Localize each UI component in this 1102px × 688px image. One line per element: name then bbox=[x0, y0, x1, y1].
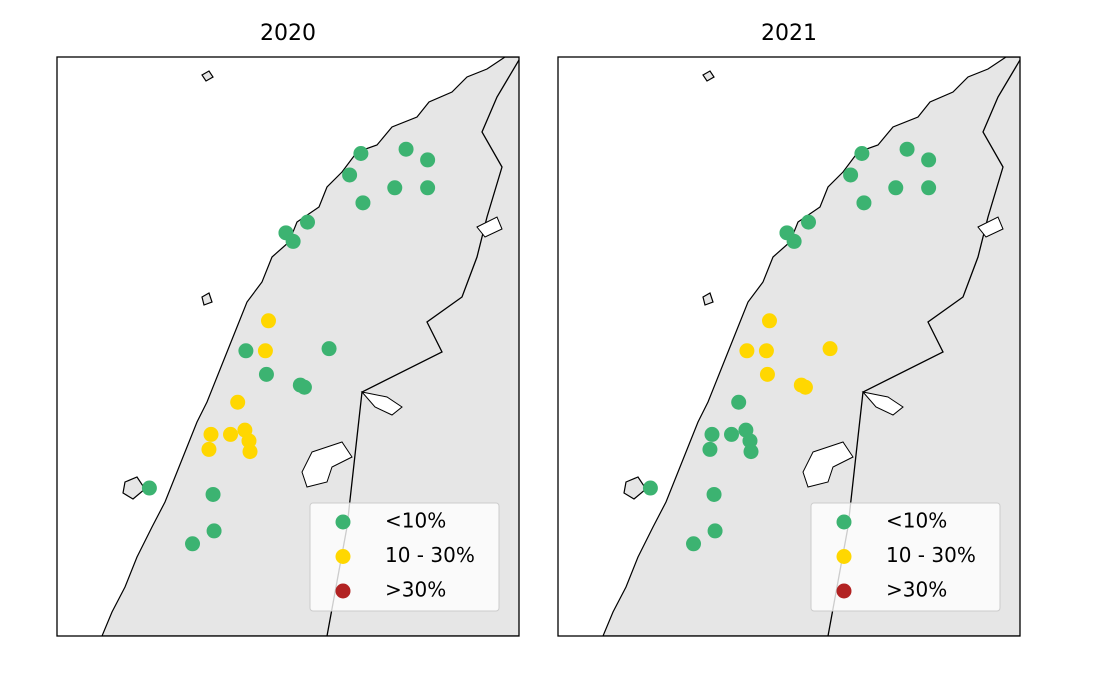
site-marker bbox=[296, 379, 312, 395]
site-marker bbox=[238, 343, 254, 359]
site-marker bbox=[420, 152, 436, 168]
site-marker bbox=[731, 394, 747, 410]
legend-box bbox=[810, 502, 1001, 612]
legend-label: <10% bbox=[886, 509, 947, 533]
legend-label: >30% bbox=[886, 578, 947, 602]
site-marker bbox=[342, 167, 358, 183]
legend-label: 10 - 30% bbox=[886, 543, 976, 567]
legend-swatch bbox=[335, 514, 351, 530]
site-marker bbox=[223, 426, 239, 442]
legend-swatch bbox=[836, 514, 852, 530]
legend: <10% 10 - 30% >30% bbox=[810, 502, 1001, 612]
site-marker bbox=[856, 195, 872, 211]
site-marker bbox=[185, 536, 201, 552]
site-marker bbox=[355, 195, 371, 211]
site-marker bbox=[786, 233, 802, 249]
site-marker bbox=[704, 426, 720, 442]
site-marker bbox=[642, 480, 658, 496]
site-marker bbox=[921, 180, 937, 196]
site-marker bbox=[353, 146, 369, 161]
site-marker bbox=[230, 394, 246, 410]
site-marker bbox=[899, 141, 915, 157]
site-marker bbox=[260, 313, 276, 329]
site-marker bbox=[201, 441, 217, 457]
site-marker bbox=[285, 233, 301, 249]
site-marker bbox=[300, 214, 316, 230]
legend-label: <10% bbox=[385, 509, 446, 533]
legend-box bbox=[309, 502, 500, 612]
site-marker bbox=[822, 341, 838, 357]
site-marker bbox=[801, 214, 817, 230]
site-marker bbox=[854, 146, 870, 161]
map-panel: <10% 10 - 30% >30% bbox=[557, 56, 1021, 637]
site-marker bbox=[242, 444, 258, 460]
legend-label: 10 - 30% bbox=[385, 543, 475, 567]
site-marker bbox=[206, 523, 222, 539]
site-marker bbox=[420, 180, 436, 196]
legend-swatch bbox=[335, 549, 351, 564]
site-marker bbox=[707, 523, 723, 539]
site-marker bbox=[759, 366, 775, 382]
site-marker bbox=[706, 486, 722, 502]
map-panel: <10% 10 - 30% >30% bbox=[56, 56, 520, 637]
site-marker bbox=[205, 486, 221, 502]
site-marker bbox=[203, 426, 219, 442]
site-marker bbox=[888, 180, 904, 196]
site-marker bbox=[743, 444, 759, 460]
site-marker bbox=[797, 379, 813, 395]
legend-label: >30% bbox=[385, 578, 446, 602]
site-marker bbox=[758, 343, 774, 359]
legend: <10% 10 - 30% >30% bbox=[309, 502, 500, 612]
legend-swatch bbox=[335, 583, 351, 599]
site-marker bbox=[398, 141, 414, 157]
site-marker bbox=[387, 180, 403, 196]
site-marker bbox=[724, 426, 740, 442]
site-marker bbox=[843, 167, 859, 183]
site-marker bbox=[321, 341, 337, 357]
panel-title: 2020 bbox=[260, 21, 316, 46]
site-marker bbox=[257, 343, 273, 359]
panel-title: 2021 bbox=[761, 21, 817, 46]
site-marker bbox=[761, 313, 777, 329]
legend-swatch bbox=[836, 583, 852, 599]
site-marker bbox=[141, 480, 157, 496]
site-marker bbox=[921, 152, 937, 168]
legend-swatch bbox=[836, 549, 852, 564]
site-marker bbox=[258, 366, 274, 382]
site-marker bbox=[686, 536, 702, 552]
site-marker bbox=[739, 343, 755, 359]
site-marker bbox=[702, 441, 718, 457]
